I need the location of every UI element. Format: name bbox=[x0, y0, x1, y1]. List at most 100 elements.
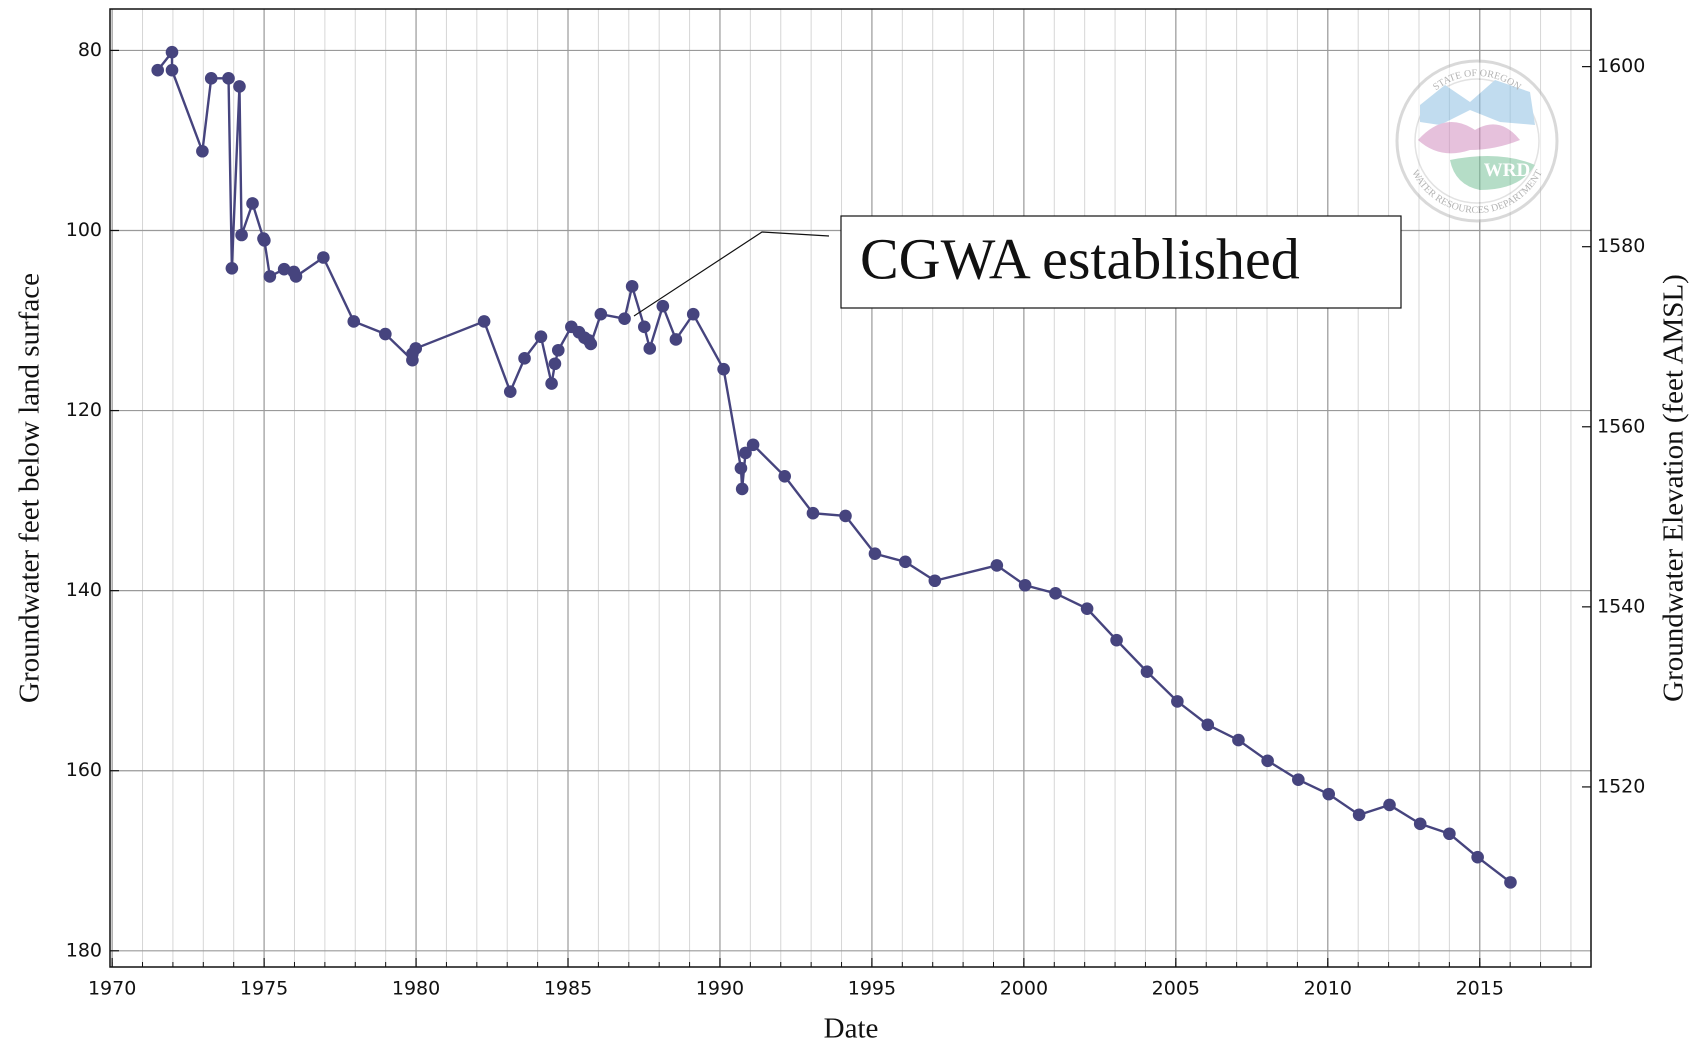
data-point bbox=[1018, 578, 1032, 592]
annotation-box bbox=[840, 215, 1402, 309]
data-point bbox=[739, 446, 752, 460]
logo: WRD STATE OF OREGON WATER RESOURCES DEPA… bbox=[1395, 59, 1559, 223]
data-point bbox=[637, 320, 651, 334]
data-point bbox=[1471, 850, 1484, 864]
data-point bbox=[1352, 808, 1366, 822]
data-point bbox=[1261, 754, 1274, 768]
y2-tick-label: 1520 bbox=[1597, 775, 1645, 797]
data-point bbox=[503, 385, 517, 398]
data-point bbox=[643, 342, 657, 355]
data-point bbox=[518, 352, 531, 365]
data-point bbox=[990, 559, 1004, 572]
data-point bbox=[618, 312, 631, 326]
x-tick-label: 1970 bbox=[88, 978, 136, 1000]
data-point bbox=[656, 299, 670, 313]
x-tick-label: 2005 bbox=[1152, 978, 1200, 1000]
data-point bbox=[1504, 876, 1517, 889]
marks bbox=[151, 45, 1517, 889]
data-point bbox=[165, 45, 179, 59]
data-point bbox=[717, 362, 730, 376]
data-point bbox=[204, 72, 218, 85]
logo-mark: WRD bbox=[1484, 160, 1530, 181]
data-point bbox=[1049, 587, 1062, 600]
logo-inner-ring bbox=[1414, 78, 1540, 204]
data-point bbox=[669, 333, 683, 346]
data-point bbox=[735, 482, 749, 496]
data-point bbox=[258, 234, 271, 247]
data-point bbox=[1140, 665, 1154, 678]
data-point bbox=[551, 343, 565, 357]
data-point bbox=[289, 270, 303, 283]
y-axis-label: Groundwater feet below land surface bbox=[14, 273, 46, 703]
data-point bbox=[1110, 633, 1123, 647]
data-point bbox=[1383, 798, 1396, 812]
data-point bbox=[246, 197, 259, 210]
x-axis-label: Date bbox=[824, 1013, 879, 1045]
data-point bbox=[839, 509, 852, 523]
data-point bbox=[151, 63, 165, 77]
data-point bbox=[317, 251, 330, 264]
logo-hills bbox=[1418, 122, 1520, 154]
y2-tick-label: 1580 bbox=[1597, 235, 1645, 257]
annotation-text: CGWA established bbox=[860, 226, 1300, 291]
x-tick-label: 1980 bbox=[392, 978, 440, 1000]
data-point bbox=[899, 555, 912, 569]
data-point bbox=[347, 315, 361, 328]
plot-frame bbox=[109, 8, 1592, 968]
data-point bbox=[225, 262, 239, 275]
data-point bbox=[1171, 695, 1184, 708]
y-tick-label: 140 bbox=[66, 579, 102, 601]
data-point bbox=[746, 438, 760, 452]
logo-mountain bbox=[1420, 80, 1535, 125]
data-point bbox=[409, 342, 423, 355]
data-point bbox=[545, 377, 558, 390]
y-tick-label: 180 bbox=[66, 939, 102, 961]
axes: 1970 1975 1980 1985 1990 1995 2000 2005 2010 2015… bbox=[66, 39, 1646, 1000]
data-point bbox=[806, 506, 820, 520]
data-point bbox=[196, 144, 209, 158]
x-tick-label: 1995 bbox=[848, 978, 896, 1000]
data-point bbox=[379, 327, 392, 341]
x-tick-label: 1990 bbox=[696, 978, 744, 1000]
y-tick-label: 80 bbox=[78, 39, 102, 61]
y2-tick-label: 1600 bbox=[1597, 55, 1645, 77]
data-point bbox=[734, 461, 748, 475]
data-point bbox=[625, 280, 639, 293]
data-point bbox=[584, 337, 598, 351]
x-tick-label: 2010 bbox=[1304, 978, 1352, 1000]
y-tick-label: 120 bbox=[66, 399, 102, 421]
y2-axis-label: Groundwater Elevation (feet AMSL) bbox=[1658, 274, 1690, 702]
data-point bbox=[1232, 733, 1245, 747]
data-point bbox=[235, 228, 248, 242]
data-point bbox=[928, 574, 942, 588]
data-point bbox=[534, 330, 548, 344]
data-point bbox=[165, 63, 179, 77]
data-point bbox=[1322, 787, 1336, 801]
y2-tick-label: 1560 bbox=[1597, 415, 1645, 437]
data-point bbox=[1413, 817, 1427, 831]
y-tick-label: 100 bbox=[66, 219, 102, 241]
x-tick-label: 1975 bbox=[240, 978, 288, 1000]
data-point bbox=[1292, 773, 1305, 787]
data-point bbox=[686, 307, 700, 321]
data-point bbox=[1201, 718, 1215, 732]
data-point bbox=[477, 315, 491, 328]
data-point bbox=[222, 72, 235, 85]
x-tick-label: 2000 bbox=[1000, 978, 1048, 1000]
data-point bbox=[548, 357, 562, 371]
data-point bbox=[263, 270, 277, 283]
data-point bbox=[233, 80, 246, 93]
data-point bbox=[277, 262, 291, 276]
logo-field bbox=[1450, 156, 1535, 190]
y-tick-label: 160 bbox=[66, 759, 102, 781]
annotation-leader bbox=[633, 231, 830, 317]
y2-tick-label: 1540 bbox=[1597, 595, 1645, 617]
data-point bbox=[1443, 827, 1456, 841]
data-point bbox=[1080, 602, 1094, 615]
data-point bbox=[778, 469, 792, 483]
x-tick-label: 2015 bbox=[1456, 978, 1504, 1000]
data-point bbox=[594, 307, 608, 321]
grid bbox=[110, 9, 1591, 967]
x-tick-label: 1985 bbox=[544, 978, 592, 1000]
